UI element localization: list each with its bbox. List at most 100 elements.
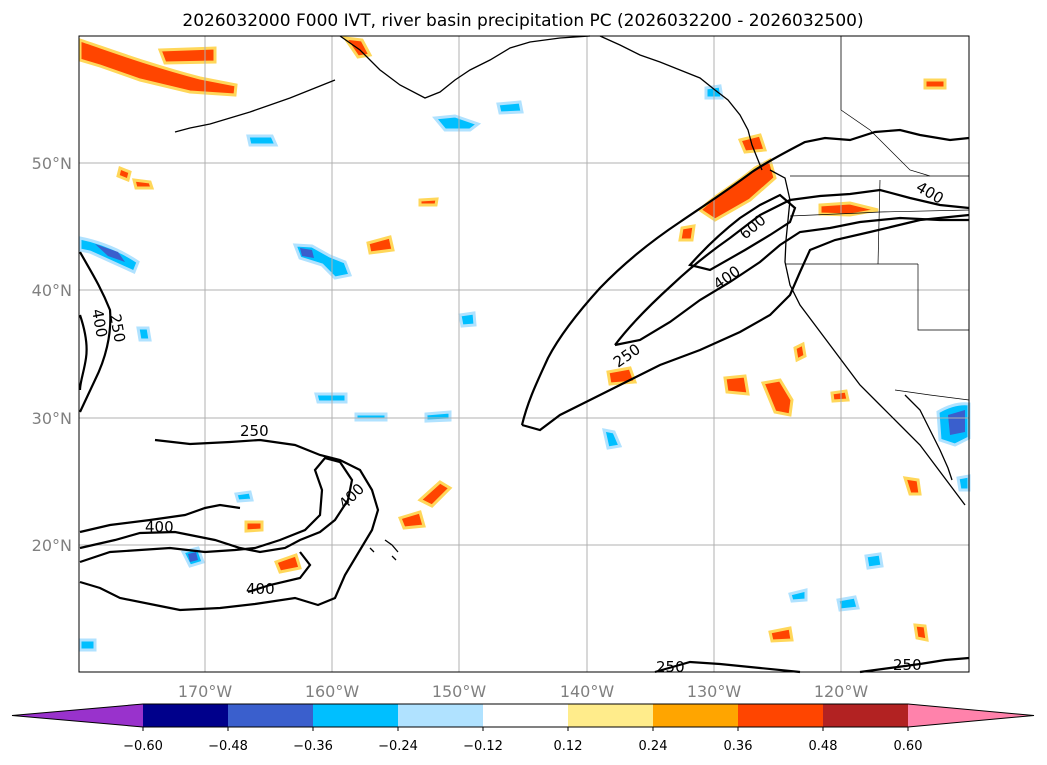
precip-blob xyxy=(234,490,254,503)
precip-blob xyxy=(78,638,97,652)
map-panel: 250 400 250 400 400 400 250 400 600 250 … xyxy=(78,35,971,676)
precip-blob xyxy=(602,428,623,450)
precip-blob xyxy=(354,412,388,422)
pacific-northwest-coast xyxy=(769,169,966,506)
lon-tick-label: 170°W xyxy=(178,682,233,701)
lon-tick-labels: 170°W 160°W 150°W 140°W 130°W 120°W xyxy=(178,682,869,701)
precip-blob xyxy=(737,133,768,154)
precip-blob xyxy=(136,326,152,342)
precip-blob xyxy=(274,553,302,574)
colorbar-tick-label: −0.36 xyxy=(293,739,333,754)
contour-label: 250 xyxy=(106,313,129,344)
colorbar-tick-label: −0.48 xyxy=(208,739,248,754)
canada-province-border xyxy=(840,109,931,177)
map-background xyxy=(79,36,969,672)
precip-blob xyxy=(458,311,477,328)
lat-tick-label: 50°N xyxy=(32,154,72,173)
precip-blob xyxy=(157,46,217,65)
precip-blob xyxy=(116,165,132,183)
alaska-panhandle-coast xyxy=(599,35,763,171)
colorbar-segment xyxy=(653,704,738,727)
oregon-washington-border xyxy=(789,209,970,217)
ivt-contour-250 xyxy=(859,656,970,674)
colorbar-segment xyxy=(228,704,313,727)
colorbar-tick-label: 0.12 xyxy=(554,739,583,754)
precip-blob xyxy=(432,114,482,132)
precip-blob xyxy=(132,178,155,190)
precip-blob xyxy=(300,248,314,258)
colorbar-tick-label: −0.12 xyxy=(463,739,503,754)
lat-tick-labels: 50°N 40°N 30°N 20°N xyxy=(32,154,72,555)
precip-shading xyxy=(78,36,971,652)
coastlines xyxy=(174,35,966,561)
lon-tick-label: 160°W xyxy=(305,682,360,701)
precip-blob xyxy=(948,410,965,435)
idaho-border xyxy=(877,179,881,265)
precip-blob xyxy=(244,520,264,533)
colorbar-segment xyxy=(738,704,823,727)
ivt-contour-400 xyxy=(79,456,354,564)
colorbar-segment xyxy=(398,704,483,727)
contour-label: 250 xyxy=(656,658,685,676)
precip-blob xyxy=(830,389,850,403)
ivt-contour-600 xyxy=(687,193,797,272)
colorbar-extend-high xyxy=(908,704,1034,727)
precip-blob xyxy=(246,134,279,147)
colorbar-tick-label: 0.24 xyxy=(639,739,668,754)
us-mexico-border xyxy=(894,389,970,401)
precip-blob xyxy=(923,78,947,90)
political-borders xyxy=(786,36,970,401)
ivt-contour-400 xyxy=(614,188,970,346)
precip-blob xyxy=(424,410,452,423)
baja-california xyxy=(904,394,953,481)
precip-blob xyxy=(417,480,453,508)
precip-blob xyxy=(956,474,971,492)
precip-blob xyxy=(760,378,794,417)
lon-tick-label: 150°W xyxy=(432,682,487,701)
precip-blob xyxy=(723,374,750,396)
alaska-coast xyxy=(339,35,591,99)
ivt-contours xyxy=(78,128,970,674)
precip-blob xyxy=(836,595,860,612)
precip-blob xyxy=(188,552,198,562)
precip-blob xyxy=(314,392,348,404)
colorbar-tick-labels: −0.60 −0.48 −0.36 −0.24 −0.12 0.12 0.24 0.36 0.4… xyxy=(123,727,922,754)
lon-tick-label: 120°W xyxy=(814,682,869,701)
precip-blob xyxy=(397,510,426,530)
precip-blob xyxy=(902,476,922,496)
map-title: 2026032000 F000 IVT, river basin precipi… xyxy=(182,11,863,31)
contour-label: 400 xyxy=(246,580,275,598)
contour-label: 400 xyxy=(88,308,111,339)
colorbar-extend-low xyxy=(12,704,143,727)
precip-blob xyxy=(78,37,238,97)
precip-blob xyxy=(678,224,696,242)
lat-tick-label: 40°N xyxy=(32,281,72,300)
ivt-contour-400 xyxy=(78,314,88,391)
precip-blob xyxy=(768,626,794,643)
precip-blob xyxy=(95,244,125,262)
nevada-border xyxy=(917,264,969,331)
colorbar-tick-label: 0.60 xyxy=(894,739,923,754)
precip-blob xyxy=(913,623,929,642)
colorbar xyxy=(11,703,1035,728)
aleutian-chain xyxy=(174,79,336,133)
lat-tick-label: 20°N xyxy=(32,536,72,555)
contour-label: 250 xyxy=(893,656,922,674)
ivt-contour-250 xyxy=(79,503,241,534)
precip-blob xyxy=(366,235,395,255)
precip-blob xyxy=(788,588,808,603)
map-frame xyxy=(78,35,970,673)
colorbar-tick-label: 0.36 xyxy=(724,739,753,754)
colorbar-tick-label: −0.60 xyxy=(123,739,163,754)
colorbar-segment xyxy=(143,704,228,727)
ivt-contour-400 xyxy=(614,216,969,347)
precip-blob xyxy=(793,341,807,363)
colorbar-segment xyxy=(483,704,568,727)
colorbar-segment xyxy=(313,704,398,727)
contour-label: 250 xyxy=(240,422,269,440)
lat-tick-label: 30°N xyxy=(32,409,72,428)
colorbar-segment xyxy=(823,704,908,727)
ivt-contour-400 xyxy=(247,551,312,594)
colorbar-tick-label: 0.48 xyxy=(809,739,838,754)
